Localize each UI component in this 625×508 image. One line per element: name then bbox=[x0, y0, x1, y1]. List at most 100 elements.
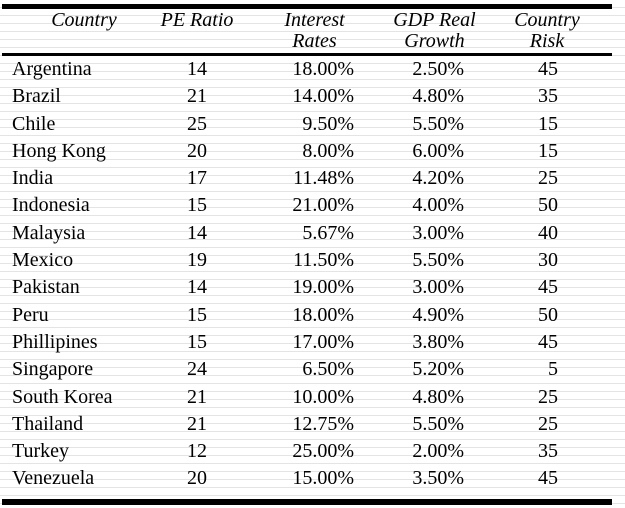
value-cell: 45 bbox=[538, 467, 558, 490]
country-cell: Chile bbox=[12, 112, 56, 135]
value-cell: 45 bbox=[538, 58, 558, 80]
value-cell: 17 bbox=[187, 167, 207, 190]
value-cell: 20 bbox=[187, 139, 207, 162]
value-cell: 19.00% bbox=[292, 276, 354, 299]
country-cell: Peru bbox=[12, 303, 49, 326]
column-header-country-risk: Country Risk bbox=[482, 6, 612, 56]
value-cell: 14.00% bbox=[292, 85, 354, 108]
value-cell: 3.00% bbox=[412, 221, 464, 244]
value-cell: 3.00% bbox=[412, 276, 464, 299]
value-cell: 5 bbox=[548, 358, 558, 381]
table-header: Country PE Ratio Interest Rates GDP Real Grow… bbox=[2, 6, 612, 56]
value-cell: 15 bbox=[538, 139, 558, 162]
country-cell: Turkey bbox=[12, 440, 70, 463]
table-row: India 17 11.48% 4.20% 25 bbox=[2, 165, 612, 192]
value-cell: 40 bbox=[538, 221, 558, 244]
value-cell: 5.50% bbox=[412, 112, 464, 135]
country-cell: Argentina bbox=[12, 58, 92, 80]
table-row: Malaysia 14 5.67% 3.00% 40 bbox=[2, 220, 612, 247]
value-cell: 14 bbox=[187, 58, 207, 80]
value-cell: 21.00% bbox=[292, 194, 354, 217]
country-cell: Brazil bbox=[12, 85, 61, 108]
value-cell: 6.00% bbox=[412, 139, 464, 162]
value-cell: 25.00% bbox=[292, 440, 354, 463]
table-row: Indonesia 15 21.00% 4.00% 50 bbox=[2, 192, 612, 219]
table-row: Hong Kong 20 8.00% 6.00% 15 bbox=[2, 138, 612, 165]
value-cell: 35 bbox=[538, 440, 558, 463]
table-row: Singapore 24 6.50% 5.20% 5 bbox=[2, 356, 612, 383]
table-row: Brazil 21 14.00% 4.80% 35 bbox=[2, 83, 612, 110]
value-cell: 45 bbox=[538, 330, 558, 353]
column-header-gdp-real-growth: GDP Real Growth bbox=[387, 6, 482, 56]
country-cell: Malaysia bbox=[12, 221, 86, 244]
country-cell: Hong Kong bbox=[12, 139, 106, 162]
value-cell: 15 bbox=[187, 303, 207, 326]
table-row: Thailand 21 12.75% 5.50% 25 bbox=[2, 411, 612, 438]
value-cell: 10.00% bbox=[292, 385, 354, 408]
table-row: Pakistan 14 19.00% 3.00% 45 bbox=[2, 274, 612, 301]
country-cell: India bbox=[12, 167, 54, 190]
value-cell: 25 bbox=[187, 112, 207, 135]
value-cell: 14 bbox=[187, 221, 207, 244]
column-header-line: PE Ratio bbox=[160, 9, 234, 31]
table-row: Venezuela 20 15.00% 3.50% 45 bbox=[2, 465, 612, 492]
country-cell: Thailand bbox=[12, 412, 84, 435]
column-header-interest-rates: Interest Rates bbox=[242, 6, 387, 56]
column-header-line: Country bbox=[514, 9, 580, 31]
column-header-line: Interest bbox=[284, 9, 345, 31]
value-cell: 5.67% bbox=[302, 221, 354, 244]
value-cell: 9.50% bbox=[302, 112, 354, 135]
table-row: Chile 25 9.50% 5.50% 15 bbox=[2, 111, 612, 138]
value-cell: 4.90% bbox=[412, 303, 464, 326]
column-header-pe-ratio: PE Ratio bbox=[152, 6, 242, 56]
value-cell: 24 bbox=[187, 358, 207, 381]
value-cell: 19 bbox=[187, 249, 207, 272]
column-header-country: Country bbox=[2, 6, 152, 56]
value-cell: 5.50% bbox=[412, 249, 464, 272]
country-data-table: Country PE Ratio Interest Rates GDP Real Grow… bbox=[2, 4, 612, 493]
value-cell: 3.80% bbox=[412, 330, 464, 353]
value-cell: 14 bbox=[187, 276, 207, 299]
value-cell: 25 bbox=[538, 385, 558, 408]
table-row: Argentina 14 18.00% 2.50% 45 bbox=[2, 55, 612, 84]
value-cell: 2.00% bbox=[412, 440, 464, 463]
value-cell: 15 bbox=[187, 194, 207, 217]
value-cell: 25 bbox=[538, 412, 558, 435]
value-cell: 6.50% bbox=[302, 358, 354, 381]
column-header-line: Risk bbox=[529, 30, 565, 52]
value-cell: 25 bbox=[538, 167, 558, 190]
country-cell: Indonesia bbox=[12, 194, 90, 217]
value-cell: 4.00% bbox=[412, 194, 464, 217]
column-header-line: Rates bbox=[292, 30, 337, 52]
country-cell: Phillipines bbox=[12, 330, 98, 353]
value-cell: 11.50% bbox=[293, 249, 354, 272]
table-row: South Korea 21 10.00% 4.80% 25 bbox=[2, 384, 612, 411]
value-cell: 4.80% bbox=[412, 385, 464, 408]
country-cell: Venezuela bbox=[12, 467, 95, 490]
value-cell: 21 bbox=[187, 85, 207, 108]
value-cell: 11.48% bbox=[293, 167, 354, 190]
value-cell: 50 bbox=[538, 194, 558, 217]
value-cell: 5.50% bbox=[412, 412, 464, 435]
value-cell: 35 bbox=[538, 85, 558, 108]
value-cell: 30 bbox=[538, 249, 558, 272]
country-cell: Singapore bbox=[12, 358, 94, 381]
table-row: Turkey 12 25.00% 2.00% 35 bbox=[2, 438, 612, 465]
column-header-line: Growth bbox=[404, 30, 465, 52]
value-cell: 2.50% bbox=[412, 58, 464, 80]
table-row: Peru 15 18.00% 4.90% 50 bbox=[2, 302, 612, 329]
value-cell: 15.00% bbox=[292, 467, 354, 490]
value-cell: 18.00% bbox=[292, 58, 354, 80]
value-cell: 18.00% bbox=[292, 303, 354, 326]
value-cell: 50 bbox=[538, 303, 558, 326]
value-cell: 12 bbox=[187, 440, 207, 463]
table-row: Mexico 19 11.50% 5.50% 30 bbox=[2, 247, 612, 274]
value-cell: 20 bbox=[187, 467, 207, 490]
table-body: Argentina 14 18.00% 2.50% 45 Brazil 21 14.00% 4.… bbox=[2, 55, 612, 493]
value-cell: 8.00% bbox=[302, 139, 354, 162]
value-cell: 12.75% bbox=[292, 412, 354, 435]
column-header-line: GDP Real bbox=[393, 9, 476, 31]
value-cell: 45 bbox=[538, 276, 558, 299]
value-cell: 4.20% bbox=[412, 167, 464, 190]
